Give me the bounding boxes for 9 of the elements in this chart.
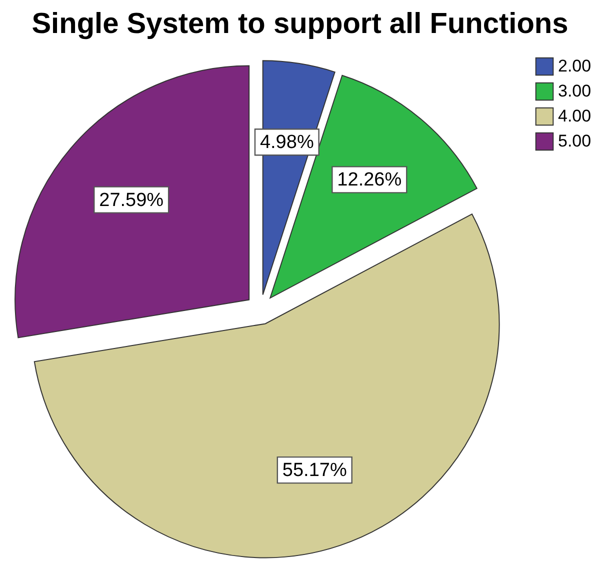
data-label: 55.17% bbox=[282, 460, 347, 482]
data-label: 27.59% bbox=[99, 190, 164, 211]
chart-title: Single System to support all Functions bbox=[32, 8, 568, 40]
legend-label: 5.00 bbox=[558, 132, 592, 150]
data-label: 4.98% bbox=[260, 132, 314, 154]
data-label: 12.26% bbox=[337, 170, 402, 191]
legend-label: 2.00 bbox=[558, 56, 592, 76]
legend-label: 4.00 bbox=[558, 106, 592, 126]
legend-label: 3.00 bbox=[558, 82, 592, 100]
